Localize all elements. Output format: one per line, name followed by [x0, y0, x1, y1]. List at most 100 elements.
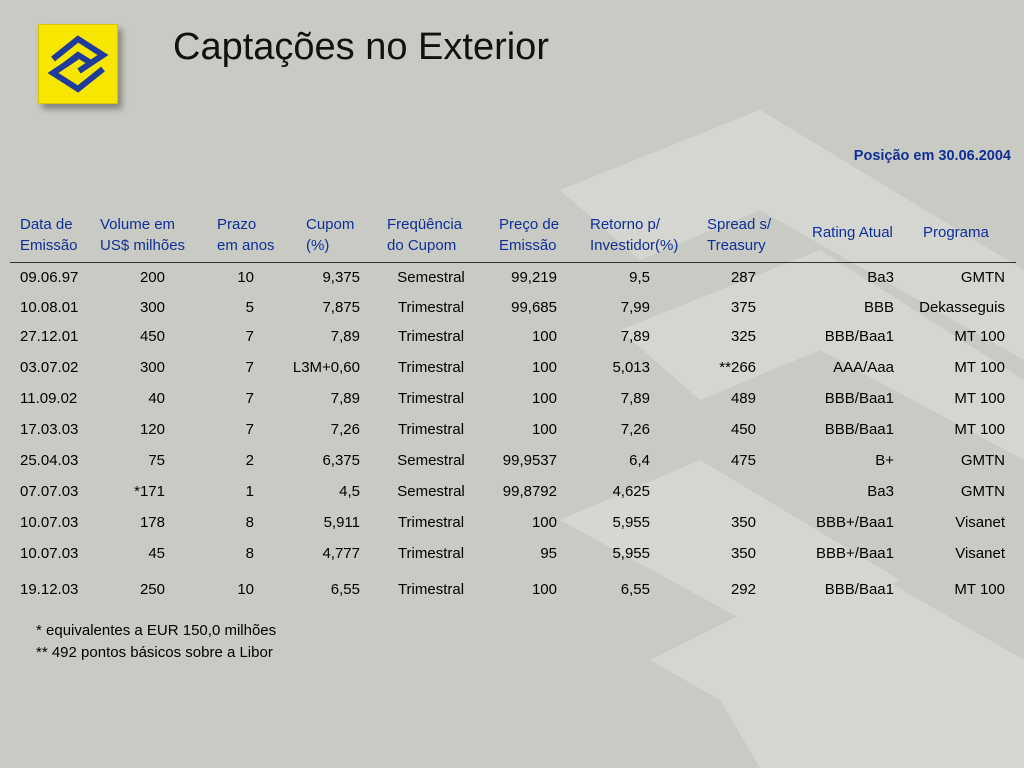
header-coupon: Cupom (%)	[306, 214, 354, 256]
cell-spread-treasury: **266	[719, 359, 756, 376]
cell-term: 7	[245, 328, 254, 345]
cell-coupon: 5,911	[323, 514, 360, 531]
cell-spread-treasury: 475	[730, 452, 756, 469]
header-investor-return: Retorno p/Investidor(%)	[590, 214, 678, 256]
cell-rating: BBB/Baa1	[824, 581, 894, 598]
cell-issue-date: 07.07.03	[20, 483, 79, 500]
cell-investor-return: 5,013	[612, 359, 650, 376]
position-date: Posição em 30.06.2004	[853, 148, 1011, 164]
header-line: Rating Atual	[812, 224, 893, 241]
header-line: Data de	[20, 216, 73, 233]
cell-rating: BBB/Baa1	[824, 328, 894, 345]
cell-volume: 75	[148, 452, 165, 469]
header-line: (%)	[306, 237, 330, 254]
cell-rating: BBB/Baa1	[824, 421, 894, 438]
cell-coupon-frequency: Trimestral	[397, 299, 465, 316]
header-divider	[10, 262, 1016, 263]
cell-issue-price: 99,8792	[502, 483, 557, 500]
cell-coupon: 7,875	[322, 299, 360, 316]
cell-investor-return: 9,5	[629, 269, 650, 286]
cell-program: Dekasseguis	[919, 299, 1005, 316]
cell-program: MT 100	[954, 390, 1005, 407]
cell-program: MT 100	[954, 359, 1005, 376]
cell-issue-date: 25.04.03	[20, 452, 79, 469]
cell-investor-return: 5,955	[612, 514, 650, 531]
cell-issue-price: 100	[531, 421, 557, 438]
banco-do-brasil-logo-icon	[47, 35, 109, 93]
cell-investor-return: 7,99	[620, 299, 650, 316]
cell-coupon-frequency: Semestral	[397, 452, 465, 469]
cell-rating: BBB	[863, 299, 894, 316]
cell-investor-return: 6,55	[620, 581, 650, 598]
cell-spread-treasury: 489	[730, 390, 756, 407]
cell-issue-date: 11.09.02	[20, 390, 78, 407]
cell-issue-date: 03.07.02	[20, 359, 79, 376]
header-line: Prazo	[217, 216, 257, 233]
cell-coupon: 9,375	[322, 269, 360, 286]
cell-volume: 200	[139, 269, 165, 286]
cell-term: 8	[245, 545, 254, 562]
cell-coupon: 7,26	[330, 421, 360, 438]
header-line: em anos	[217, 237, 275, 254]
cell-issue-price: 100	[531, 328, 557, 345]
header-coupon-frequency: Freqüência do Cupom	[387, 214, 462, 256]
header-line: Programa	[923, 224, 989, 241]
cell-spread-treasury: 350	[730, 514, 756, 531]
cell-program: Visanet	[955, 545, 1005, 562]
cell-volume: 300	[139, 299, 165, 316]
cell-volume: 45	[148, 545, 165, 562]
cell-program: Visanet	[955, 514, 1005, 531]
cell-issue-date: 19.12.03	[20, 581, 79, 598]
cell-spread-treasury: 287	[730, 269, 756, 286]
cell-term: 2	[245, 452, 254, 469]
cell-rating: Ba3	[867, 483, 894, 500]
header-line: Emissão	[499, 237, 557, 254]
header-spread-treasury: Spread s/Treasury	[707, 214, 771, 256]
header-line: Cupom	[306, 216, 355, 233]
cell-program: MT 100	[954, 421, 1005, 438]
header-line: Retorno p/	[590, 216, 661, 233]
cell-coupon-frequency: Trimestral	[397, 514, 465, 531]
footnote-1: * equivalentes a EUR 150,0 milhões	[36, 622, 277, 639]
cell-program: MT 100	[954, 328, 1005, 345]
cell-coupon: 6,375	[322, 452, 360, 469]
cell-issue-price: 99,685	[511, 299, 557, 316]
cell-term: 7	[245, 359, 254, 376]
cell-rating: BBB+/Baa1	[816, 545, 894, 562]
cell-coupon: 6,55	[330, 581, 360, 598]
header-line: Spread s/	[707, 216, 772, 233]
cell-program: GMTN	[960, 483, 1005, 500]
cell-spread-treasury: 292	[730, 581, 756, 598]
cell-issue-price: 100	[531, 514, 557, 531]
cell-spread-treasury: 450	[730, 421, 756, 438]
header-volume: Volume em US$ milhões	[100, 214, 185, 256]
header-issue-date: Data de Emissão	[20, 214, 78, 256]
cell-coupon-frequency: Trimestral	[397, 328, 465, 345]
cell-issue-date: 09.06.97	[20, 269, 79, 286]
cell-issue-date: 10.07.03	[20, 545, 79, 562]
cell-investor-return: 4,625	[612, 483, 650, 500]
cell-rating: BBB/Baa1	[824, 390, 894, 407]
cell-program: MT 100	[954, 581, 1005, 598]
cell-term: 7	[245, 421, 254, 438]
cell-volume: 300	[139, 359, 165, 376]
cell-volume: 250	[139, 581, 165, 598]
cell-coupon-frequency: Trimestral	[397, 545, 465, 562]
cell-rating: AAA/Aaa	[833, 359, 894, 376]
cell-coupon-frequency: Trimestral	[397, 421, 465, 438]
cell-coupon: 7,89	[330, 328, 360, 345]
cell-issue-price: 99,9537	[502, 452, 557, 469]
cell-term: 1	[245, 483, 254, 500]
cell-investor-return: 7,89	[620, 328, 650, 345]
cell-coupon-frequency: Trimestral	[397, 390, 465, 407]
cell-issue-date: 10.07.03	[20, 514, 79, 531]
cell-coupon: L3M+0,60	[292, 359, 360, 376]
cell-coupon: 4,777	[322, 545, 360, 562]
page-title: Captações no Exterior	[173, 26, 549, 68]
cell-issue-date: 17.03.03	[20, 421, 79, 438]
cell-term: 7	[245, 390, 254, 407]
cell-volume: *171	[134, 483, 165, 500]
cell-coupon: 4,5	[339, 483, 360, 500]
